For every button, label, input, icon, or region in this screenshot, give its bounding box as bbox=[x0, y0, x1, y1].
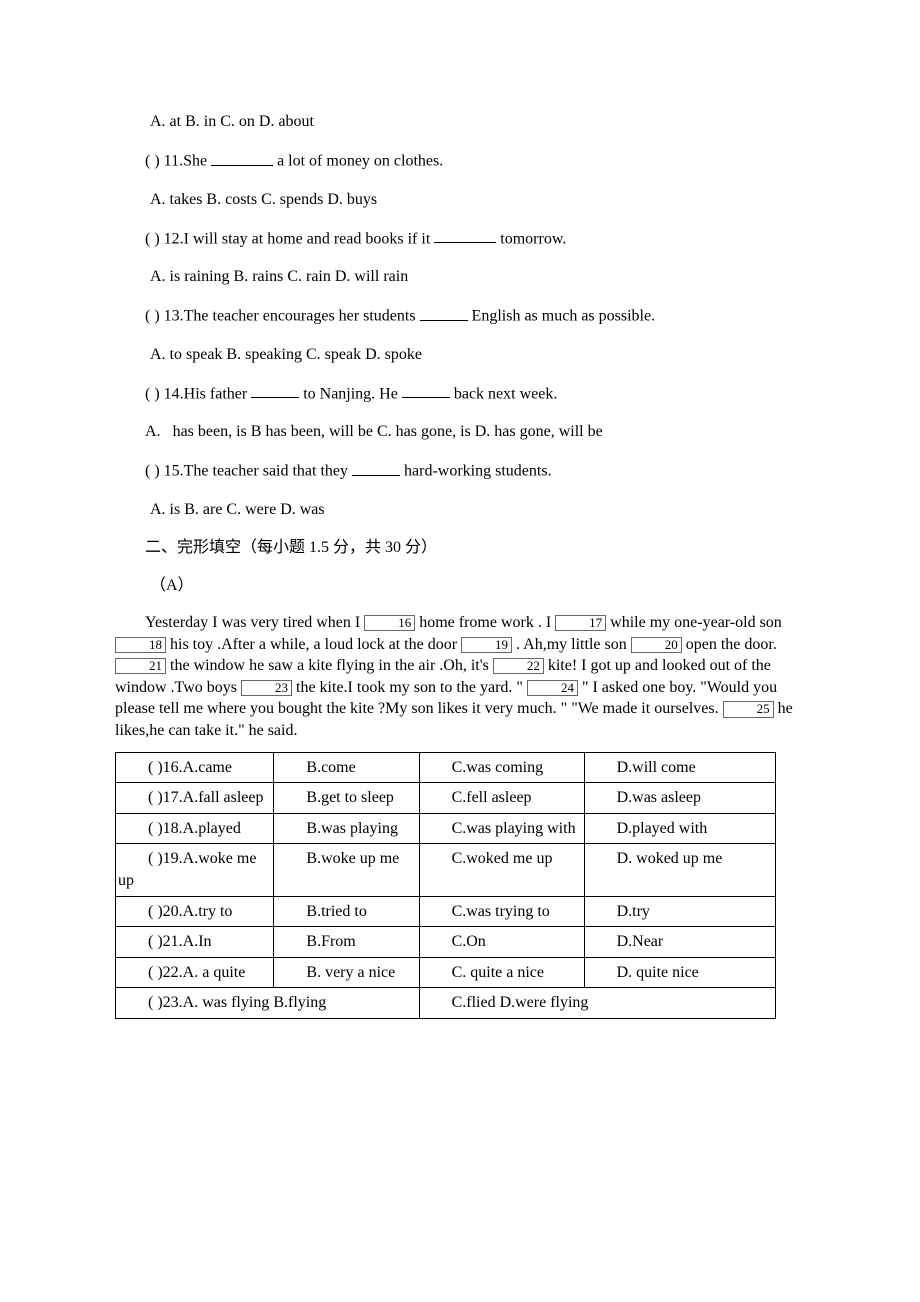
r17-c: C.fell asleep bbox=[422, 787, 578, 809]
q13-options: A. to speak B. speaking C. speak D. spok… bbox=[150, 343, 810, 367]
r17-d: D.was asleep bbox=[587, 787, 769, 809]
blank-24: 24 bbox=[527, 680, 578, 696]
p-t2: home frome work . I bbox=[415, 614, 555, 631]
r19-b: B.woke up me bbox=[276, 848, 412, 870]
q15-stem: ( ) 15.The teacher said that they hard-w… bbox=[145, 458, 810, 484]
blank-17: 17 bbox=[555, 615, 606, 631]
q15-blank bbox=[352, 458, 400, 476]
q11-stem: ( ) 11.She a lot of money on clothes. bbox=[145, 148, 810, 174]
q14-options: A. has been, is B has been, will be C. h… bbox=[145, 420, 810, 444]
q12-stem-a: ( ) 12.I will stay at home and read book… bbox=[145, 230, 434, 247]
blank-18: 18 bbox=[115, 637, 166, 653]
table-row: ( )16.A.came B.come C.was coming D.will … bbox=[116, 752, 776, 783]
section2-subtitle: （A） bbox=[150, 574, 810, 598]
blank-23: 23 bbox=[241, 680, 292, 696]
blank-19: 19 bbox=[461, 637, 512, 653]
r22-a: ( )22.A. a quite bbox=[118, 962, 267, 984]
p-t5: . Ah,my little son bbox=[512, 636, 631, 653]
r22-d: D. quite nice bbox=[587, 962, 769, 984]
blank-16: 16 bbox=[364, 615, 415, 631]
r16-d: D.will come bbox=[587, 757, 769, 779]
r16-c: C.was coming bbox=[422, 757, 578, 779]
r21-d: D.Near bbox=[587, 931, 769, 953]
q13-blank bbox=[420, 303, 468, 321]
q14-stem-c: back next week. bbox=[450, 385, 558, 402]
r17-a: ( )17.A.fall asleep bbox=[118, 787, 267, 809]
q15-stem-b: hard-working students. bbox=[400, 463, 552, 480]
r16-a: ( )16.A.came bbox=[118, 757, 267, 779]
q11-stem-b: a lot of money on clothes. bbox=[273, 153, 443, 170]
blank-25: 25 bbox=[723, 701, 774, 717]
r18-a: ( )18.A.played bbox=[118, 818, 267, 840]
r19-c: C.woked me up bbox=[422, 848, 578, 870]
r21-b: B.From bbox=[276, 931, 412, 953]
q14-stem-a: ( ) 14.His father bbox=[145, 385, 251, 402]
q12-options: A. is raining B. rains C. rain D. will r… bbox=[150, 265, 810, 289]
p-t1: Yesterday I was very tired when I bbox=[145, 614, 364, 631]
r16-b: B.come bbox=[276, 757, 412, 779]
q11-stem-a: ( ) 11.She bbox=[145, 153, 211, 170]
table-row: ( )23.A. was flying B.flying C.flied D.w… bbox=[116, 988, 776, 1019]
q12-stem-b: tomorrow. bbox=[496, 230, 566, 247]
r18-d: D.played with bbox=[587, 818, 769, 840]
cloze-passage: Yesterday I was very tired when I 16 hom… bbox=[115, 612, 810, 742]
table-row: ( )22.A. a quite B. very a nice C. quite… bbox=[116, 957, 776, 988]
options-table: ( )16.A.came B.come C.was coming D.will … bbox=[115, 752, 776, 1019]
r18-c: C.was playing with bbox=[422, 818, 578, 840]
q10-options: A. at B. in C. on D. about bbox=[150, 110, 810, 134]
section2-title: 二、完形填空（每小题 1.5 分，共 30 分） bbox=[145, 536, 810, 560]
r19-d: D. woked up me bbox=[587, 848, 769, 870]
r20-b: B.tried to bbox=[276, 901, 412, 923]
q14-stem: ( ) 14.His father to Nanjing. He back ne… bbox=[145, 381, 810, 407]
r21-c: C.On bbox=[422, 931, 578, 953]
q14-stem-b: to Nanjing. He bbox=[299, 385, 402, 402]
table-row: ( )20.A.try to B.tried to C.was trying t… bbox=[116, 896, 776, 927]
q14-opt-prefix: A. bbox=[145, 423, 161, 440]
r20-a: ( )20.A.try to bbox=[118, 901, 267, 923]
r22-c: C. quite a nice bbox=[422, 962, 578, 984]
p-t4: his toy .After a while, a loud lock at t… bbox=[166, 636, 461, 653]
r17-b: B.get to sleep bbox=[276, 787, 412, 809]
q14-blank1 bbox=[251, 381, 299, 399]
q15-stem-a: ( ) 15.The teacher said that they bbox=[145, 463, 352, 480]
blank-21: 21 bbox=[115, 658, 166, 674]
r20-d: D.try bbox=[587, 901, 769, 923]
q13-stem-a: ( ) 13.The teacher encourages her studen… bbox=[145, 308, 420, 325]
table-row: ( )18.A.played B.was playing C.was playi… bbox=[116, 813, 776, 844]
q11-options: A. takes B. costs C. spends D. buys bbox=[150, 188, 810, 212]
r20-c: C.was trying to bbox=[422, 901, 578, 923]
p-t9: the kite.I took my son to the yard. " bbox=[292, 679, 527, 696]
r22-b: B. very a nice bbox=[276, 962, 412, 984]
table-row: ( )19.A.woke me up B.woke up me C.woked … bbox=[116, 844, 776, 896]
p-t7: the window he saw a kite flying in the a… bbox=[166, 657, 493, 674]
r21-a: ( )21.A.In bbox=[118, 931, 267, 953]
r23-ab: ( )23.A. was flying B.flying bbox=[118, 992, 413, 1014]
q13-stem: ( ) 13.The teacher encourages her studen… bbox=[145, 303, 810, 329]
table-row: ( )21.A.In B.From C.On D.Near bbox=[116, 927, 776, 958]
r18-b: B.was playing bbox=[276, 818, 412, 840]
q12-blank bbox=[434, 226, 496, 244]
q13-stem-b: English as much as possible. bbox=[468, 308, 656, 325]
table-row: ( )17.A.fall asleep B.get to sleep C.fel… bbox=[116, 783, 776, 814]
blank-20: 20 bbox=[631, 637, 682, 653]
r19-a: ( )19.A.woke me up bbox=[118, 848, 267, 891]
q12-stem: ( ) 12.I will stay at home and read book… bbox=[145, 226, 810, 252]
q14-opt-rest: has been, is B has been, will be C. has … bbox=[173, 423, 603, 440]
q15-options: A. is B. are C. were D. was bbox=[150, 498, 810, 522]
p-t6: open the door. bbox=[682, 636, 777, 653]
r23-cd: C.flied D.were flying bbox=[422, 992, 769, 1014]
p-t3: while my one-year-old son bbox=[606, 614, 782, 631]
q11-blank bbox=[211, 148, 273, 166]
blank-22: 22 bbox=[493, 658, 544, 674]
q14-blank2 bbox=[402, 381, 450, 399]
